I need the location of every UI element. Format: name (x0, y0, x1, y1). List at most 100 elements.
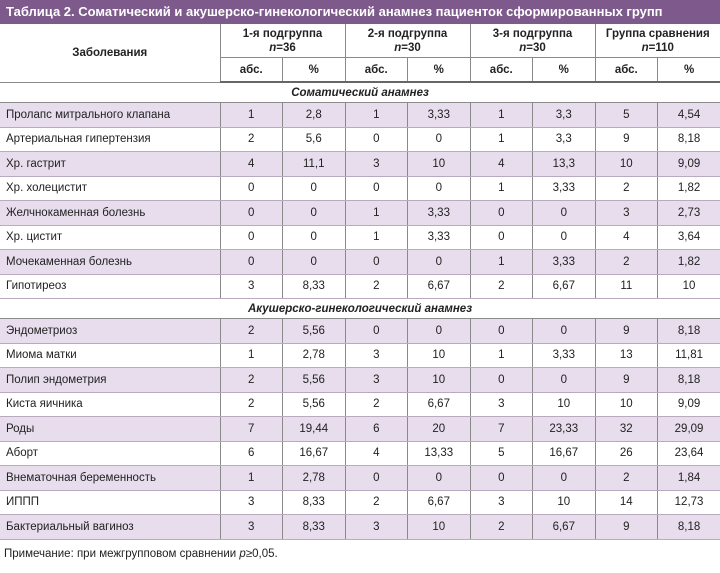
subheader-row: абс.% абс.% абс.% абс.% (0, 57, 720, 83)
cell: 0 (469, 465, 533, 491)
cell: 3 (344, 367, 408, 393)
cell: 2 (469, 274, 533, 299)
cell: 0 (532, 200, 596, 226)
cell: 7 (219, 416, 283, 442)
cell: 32 (594, 416, 658, 442)
cell: 6,67 (532, 514, 596, 540)
cell: 10 (594, 151, 658, 177)
cell: 2 (219, 127, 283, 152)
section-title: Акушерско-гинекологический анамнез (0, 298, 720, 319)
cell: 0 (282, 225, 346, 250)
cell: 2 (219, 392, 283, 417)
cell: 3,64 (657, 225, 720, 250)
row-label: Аборт (0, 441, 220, 466)
data-table: Заболевания 1-я подгруппа n=36 2-я подгрупп… (0, 24, 720, 540)
cell: 0 (407, 318, 471, 344)
cell: 0 (282, 176, 346, 201)
cell: 5,56 (282, 318, 346, 344)
cell: 1 (219, 102, 283, 128)
data-row: Аборт 6 16,67 4 13,33 5 16,67 26 23,64 (0, 441, 720, 466)
group-header: 1-я подгруппа n=36 (219, 24, 346, 58)
data-row: Хр. гастрит 4 11,1 3 10 4 13,3 10 9,09 (0, 151, 720, 177)
row-label: Хр. гастрит (0, 151, 220, 177)
cell: 0 (532, 465, 596, 491)
data-row: Бактериальный вагиноз 3 8,33 3 10 2 6,67 9 8,18 (0, 514, 720, 540)
cell: 10 (407, 367, 471, 393)
data-row: Полип эндометрия 2 5,56 3 10 0 0 9 8,18 (0, 367, 720, 393)
cell: 8,18 (657, 367, 720, 393)
cell: 3 (344, 343, 408, 368)
cell: 23,64 (657, 441, 720, 466)
group-n: n (519, 41, 527, 54)
cell: 2 (594, 176, 658, 201)
group-name: 3-я подгруппа (492, 27, 573, 40)
cell: 10 (594, 392, 658, 417)
cell: 1 (469, 102, 533, 128)
group-name: 1-я подгруппа (242, 27, 323, 40)
cell: 1,82 (657, 176, 720, 201)
cell: 0 (282, 249, 346, 275)
cell: 9,09 (657, 151, 720, 177)
data-row: Артериальная гипертензия 2 5,6 0 0 1 3,3 9 8,18 (0, 127, 720, 152)
cell: 3 (344, 151, 408, 177)
cell: 3,33 (407, 225, 471, 250)
subcolumn-header: абс. (469, 57, 533, 83)
cell: 2,78 (282, 465, 346, 491)
cell: 8,33 (282, 490, 346, 515)
cell: 11 (594, 274, 658, 299)
cell: 8,18 (657, 127, 720, 152)
cell: 0 (407, 249, 471, 275)
cell: 16,67 (532, 441, 596, 466)
data-row: Миома матки 1 2,78 3 10 1 3,33 13 11,81 (0, 343, 720, 368)
cell: 13 (594, 343, 658, 368)
data-row: Внематочная беременность 1 2,78 0 0 0 0 2 1,84 (0, 465, 720, 491)
cell: 0 (532, 318, 596, 344)
cell: 10 (657, 274, 720, 299)
cell: 3 (469, 392, 533, 417)
cell: 1,84 (657, 465, 720, 491)
cell: 4 (469, 151, 533, 177)
section-row: Соматический анамнез (0, 82, 720, 103)
subcolumn-header: абс. (344, 57, 408, 83)
row-label: Гипотиреоз (0, 274, 220, 299)
cell: 9 (594, 367, 658, 393)
cell: 6,67 (532, 274, 596, 299)
cell: 0 (219, 176, 283, 201)
cell: 3 (344, 514, 408, 540)
cell: 2 (344, 490, 408, 515)
cell: 3 (219, 514, 283, 540)
cell: 0 (469, 225, 533, 250)
cell: 10 (407, 514, 471, 540)
header-row: Заболевания 1-я подгруппа n=36 2-я подгрупп… (0, 24, 720, 83)
group-size: n=30 (471, 41, 595, 55)
cell: 9 (594, 514, 658, 540)
group-size: n=30 (346, 41, 470, 55)
cell: 0 (344, 127, 408, 152)
group-header: 3-я подгруппа n=30 (469, 24, 596, 58)
cell: 9 (594, 318, 658, 344)
group-n: n (269, 41, 277, 54)
cell: 0 (344, 318, 408, 344)
row-label: Бактериальный вагиноз (0, 514, 220, 540)
cell: 0 (532, 367, 596, 393)
data-row: Желчнокаменная болезнь 0 0 1 3,33 0 0 3 2,73 (0, 200, 720, 226)
cell: 10 (532, 490, 596, 515)
cell: 8,18 (657, 514, 720, 540)
cell: 6 (344, 416, 408, 442)
cell: 2,73 (657, 200, 720, 226)
table-title: Таблица 2. Соматический и акушерско-гине… (0, 0, 720, 24)
cell: 9,09 (657, 392, 720, 417)
data-row: Эндометриоз 2 5,56 0 0 0 0 9 8,18 (0, 318, 720, 344)
cell: 3 (594, 200, 658, 226)
cell: 8,18 (657, 318, 720, 344)
cell: 1 (344, 200, 408, 226)
cell: 8,33 (282, 274, 346, 299)
cell: 11,1 (282, 151, 346, 177)
data-row: Киста яичника 2 5,56 2 6,67 3 10 10 9,09 (0, 392, 720, 417)
row-label: Внематочная беременность (0, 465, 220, 491)
cell: 1 (219, 465, 283, 491)
row-label: Артериальная гипертензия (0, 127, 220, 152)
group-count: =30 (401, 41, 421, 54)
cell: 0 (219, 225, 283, 250)
